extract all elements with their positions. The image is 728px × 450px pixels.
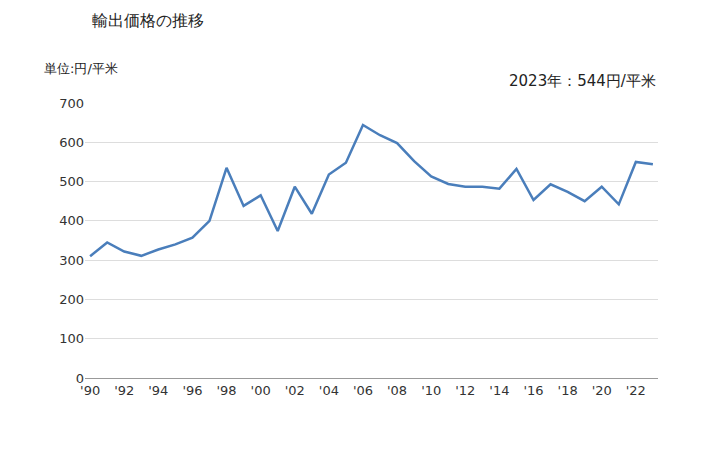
svg-text:'98: '98 bbox=[216, 383, 236, 398]
svg-text:'22: '22 bbox=[626, 383, 646, 398]
svg-text:'02: '02 bbox=[285, 383, 305, 398]
svg-text:0: 0 bbox=[76, 371, 84, 386]
svg-text:'08: '08 bbox=[387, 383, 407, 398]
svg-text:200: 200 bbox=[59, 292, 84, 307]
svg-text:600: 600 bbox=[59, 135, 84, 150]
svg-text:'16: '16 bbox=[523, 383, 543, 398]
svg-text:'10: '10 bbox=[421, 383, 441, 398]
svg-text:'90: '90 bbox=[80, 383, 100, 398]
svg-text:'14: '14 bbox=[489, 383, 509, 398]
svg-text:'06: '06 bbox=[353, 383, 373, 398]
svg-text:'92: '92 bbox=[114, 383, 134, 398]
svg-text:'04: '04 bbox=[319, 383, 339, 398]
svg-text:500: 500 bbox=[59, 174, 84, 189]
svg-text:'20: '20 bbox=[592, 383, 612, 398]
svg-text:単位:円/平米: 単位:円/平米 bbox=[44, 61, 118, 76]
svg-text:400: 400 bbox=[59, 213, 84, 228]
svg-text:'96: '96 bbox=[182, 383, 202, 398]
svg-text:輸出価格の推移: 輸出価格の推移 bbox=[92, 11, 204, 30]
svg-text:100: 100 bbox=[59, 331, 84, 346]
svg-text:'18: '18 bbox=[558, 383, 578, 398]
svg-text:2023年：544円/平米: 2023年：544円/平米 bbox=[509, 72, 656, 90]
svg-text:'12: '12 bbox=[455, 383, 475, 398]
svg-text:300: 300 bbox=[59, 253, 84, 268]
svg-text:700: 700 bbox=[59, 96, 84, 111]
svg-text:'00: '00 bbox=[251, 383, 271, 398]
svg-text:'94: '94 bbox=[148, 383, 168, 398]
